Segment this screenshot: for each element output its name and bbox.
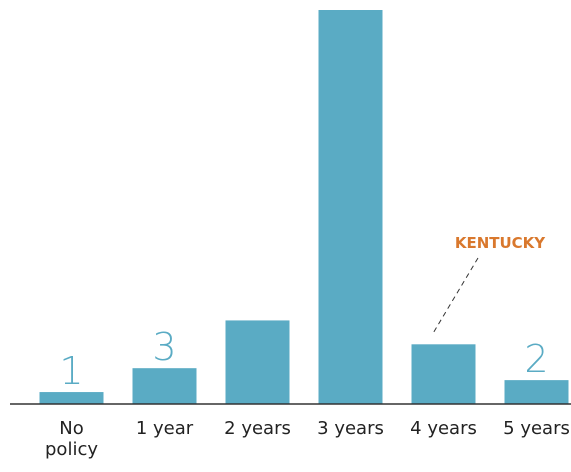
bar <box>318 10 383 404</box>
annotation: KENTUCKY <box>455 234 546 252</box>
annotation-leader <box>431 257 479 336</box>
bar <box>504 380 569 404</box>
value-label: 1 <box>59 349 83 393</box>
value-label: 2 <box>524 337 548 381</box>
x-tick-label: 5 years <box>503 418 570 439</box>
bar <box>39 392 104 404</box>
bar <box>411 344 476 404</box>
x-tick-label: 4 years <box>410 418 477 439</box>
bar <box>225 320 290 404</box>
x-tick-label: No policy <box>45 418 98 460</box>
x-tick-label: 1 year <box>135 418 194 439</box>
x-tick-label: 3 years <box>317 418 384 439</box>
x-tick-label: 2 years <box>224 418 291 439</box>
bar <box>132 368 197 404</box>
value-label: 3 <box>152 325 176 369</box>
